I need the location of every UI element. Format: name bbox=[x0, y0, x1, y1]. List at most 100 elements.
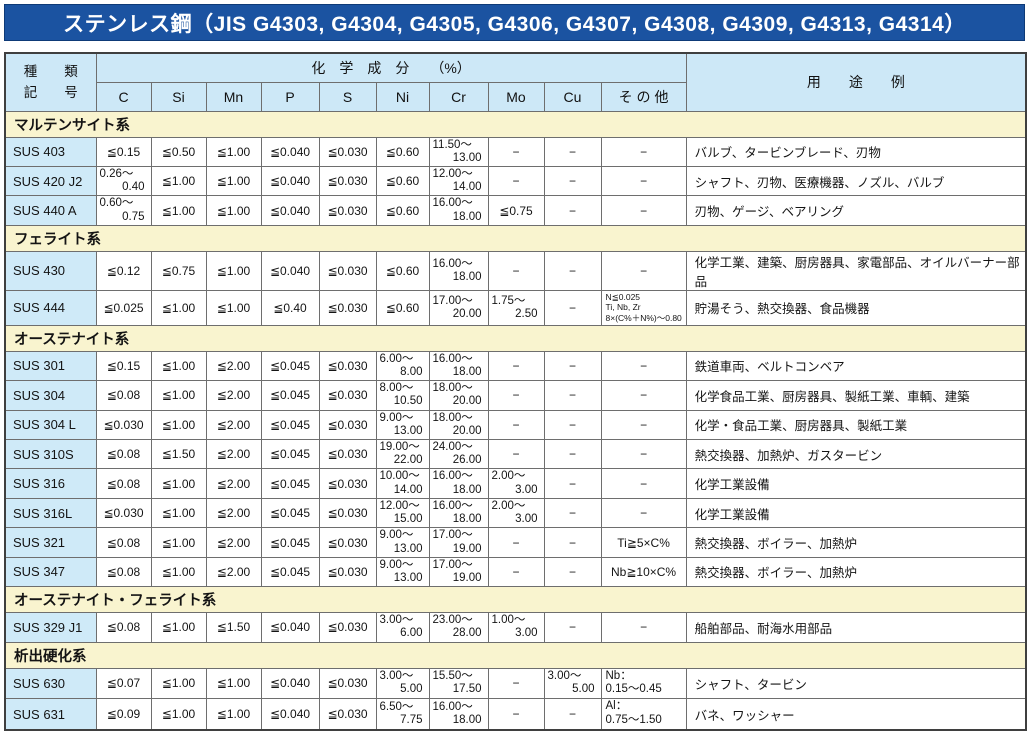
cell-mo: 1.00～ 3.00 bbox=[487, 612, 545, 643]
grade-code: SUS 304 L bbox=[4, 409, 97, 441]
section-title: オーステナイト系 bbox=[4, 324, 1027, 352]
cell-cu: − bbox=[543, 497, 602, 529]
cell-si: ≦1.00 bbox=[150, 527, 207, 558]
grade-header-symbol: 記 号 bbox=[23, 85, 78, 101]
range-line: 17.00～ bbox=[432, 529, 473, 542]
cell-p: ≦0.045 bbox=[260, 409, 320, 441]
cell-ni: 19.00～ 22.00 bbox=[375, 438, 430, 470]
range-line: 0.40 bbox=[122, 181, 145, 194]
cell-s: ≦0.030 bbox=[318, 195, 377, 226]
cell-s: ≦0.030 bbox=[318, 409, 377, 441]
cell-cr: 24.00～ 26.00 bbox=[428, 438, 489, 470]
cell-mn: ≦1.00 bbox=[205, 667, 262, 700]
grade-code: SUS 304 bbox=[4, 380, 97, 411]
cell-c: ≦0.15 bbox=[95, 136, 152, 167]
cell-mn: ≦1.00 bbox=[205, 698, 262, 731]
section-title: マルテンサイト系 bbox=[4, 110, 1027, 138]
cell-ni: 10.00～ 14.00 bbox=[375, 468, 430, 499]
cell-p: ≦0.045 bbox=[260, 468, 320, 499]
cell-s: ≦0.030 bbox=[318, 667, 377, 700]
range-line: 18.00 bbox=[452, 365, 482, 378]
usage-cell: 熱交換器、加熱炉、ガスタービン bbox=[685, 438, 1027, 470]
usage-cell: バルブ、タービンブレード、刃物 bbox=[685, 136, 1027, 167]
section-title: フェライト系 bbox=[4, 224, 1027, 252]
range-line: 8.00 bbox=[400, 365, 423, 378]
grade-code: SUS 440 A bbox=[4, 195, 97, 226]
cell-si: ≦0.50 bbox=[150, 136, 207, 167]
col-header-other: そ の 他 bbox=[600, 81, 687, 112]
cell-ni: 9.00～ 13.00 bbox=[375, 556, 430, 588]
cell-other: − bbox=[600, 250, 687, 291]
cell-c: ≦0.030 bbox=[95, 409, 152, 441]
range-line: 11.50～ bbox=[432, 138, 472, 151]
table-body: マルテンサイト系 SUS 403 ≦0.15 ≦0.50 ≦1.00 ≦0.040 ≦0.0… bbox=[4, 110, 1027, 731]
range-line: 13.00 bbox=[393, 571, 423, 584]
cell-s: ≦0.030 bbox=[318, 527, 377, 558]
grade-code: SUS 444 bbox=[4, 289, 97, 326]
cell-p: ≦0.040 bbox=[260, 250, 320, 291]
cell-cu: − bbox=[543, 409, 602, 441]
col-header-mn: Mn bbox=[205, 81, 262, 112]
cell-ni: ≦0.60 bbox=[375, 136, 430, 167]
grade-code: SUS 310S bbox=[4, 438, 97, 470]
cell-p: ≦0.040 bbox=[260, 698, 320, 731]
section-title: 析出硬化系 bbox=[4, 641, 1027, 669]
cell-other: − bbox=[600, 612, 687, 643]
cell-other: − bbox=[600, 195, 687, 226]
usage-cell: 化学工業設備 bbox=[685, 497, 1027, 529]
col-header-cr: Cr bbox=[428, 81, 489, 112]
cell-cr: 18.00～ 20.00 bbox=[428, 409, 489, 441]
range-line: 24.00～ bbox=[432, 441, 473, 453]
section-title: オーステナイト・フェライト系 bbox=[4, 586, 1027, 614]
cell-cr: 12.00～ 14.00 bbox=[428, 165, 489, 197]
cell-ni: 9.00～ 13.00 bbox=[375, 527, 430, 558]
col-group-chemical-composition: 化 学 成 分 （%） bbox=[95, 52, 687, 83]
cell-p: ≦0.045 bbox=[260, 497, 320, 529]
range-line: 14.00 bbox=[452, 181, 482, 194]
cell-other: − bbox=[600, 350, 687, 382]
cell-si: ≦1.00 bbox=[150, 698, 207, 731]
cell-si: ≦0.75 bbox=[150, 250, 207, 291]
cell-mn: ≦1.00 bbox=[205, 136, 262, 167]
cell-c: ≦0.08 bbox=[95, 380, 152, 411]
cell-s: ≦0.030 bbox=[318, 380, 377, 411]
cell-cu: − bbox=[543, 380, 602, 411]
grade-code: SUS 631 bbox=[4, 698, 97, 731]
cell-c: ≦0.025 bbox=[95, 289, 152, 326]
cell-cr: 16.00～ 18.00 bbox=[428, 250, 489, 291]
cell-ni: ≦0.60 bbox=[375, 250, 430, 291]
cell-mo: − bbox=[487, 556, 545, 588]
cell-ni: ≦0.60 bbox=[375, 195, 430, 226]
cell-si: ≦1.00 bbox=[150, 409, 207, 441]
range-line: 10.50 bbox=[393, 395, 423, 408]
cell-other: − bbox=[600, 497, 687, 529]
cell-mn: ≦2.00 bbox=[205, 468, 262, 499]
range-line: 10.00～ bbox=[379, 470, 420, 483]
range-line: 2.50 bbox=[515, 307, 538, 320]
cell-cr: 11.50～ 13.00 bbox=[428, 136, 489, 167]
cell-other: − bbox=[600, 438, 687, 470]
grade-row: SUS 304 ≦0.08 ≦1.00 ≦2.00 ≦0.045 ≦0.030 8.00～ 1… bbox=[4, 380, 1027, 411]
cell-cu: − bbox=[543, 165, 602, 197]
range-line: 7.75 bbox=[400, 714, 423, 727]
cell-cr: 16.00～ 18.00 bbox=[428, 698, 489, 731]
cell-si: ≦1.00 bbox=[150, 165, 207, 197]
range-line: 17.50 bbox=[452, 683, 482, 696]
range-line: 20.00 bbox=[452, 307, 482, 320]
cell-mo: − bbox=[487, 350, 545, 382]
cell-other: − bbox=[600, 380, 687, 411]
usage-cell: シャフト、タービン bbox=[685, 667, 1027, 700]
grade-code: SUS 630 bbox=[4, 667, 97, 700]
cell-mo: − bbox=[487, 667, 545, 700]
range-line: 9.00～ bbox=[379, 411, 414, 424]
cell-c: 0.26～ 0.40 bbox=[95, 165, 152, 197]
range-line: 13.00 bbox=[393, 424, 423, 437]
range-line: 18.00～ bbox=[432, 411, 473, 424]
cell-s: ≦0.030 bbox=[318, 698, 377, 731]
cell-mo: 2.00～ 3.00 bbox=[487, 497, 545, 529]
cell-mo: − bbox=[487, 380, 545, 411]
grade-code: SUS 403 bbox=[4, 136, 97, 167]
range-line: 16.00～ bbox=[432, 352, 473, 365]
col-header-mo: Mo bbox=[487, 81, 545, 112]
usage-cell: 貯湯そう、熱交換器、食品機器 bbox=[685, 289, 1027, 326]
